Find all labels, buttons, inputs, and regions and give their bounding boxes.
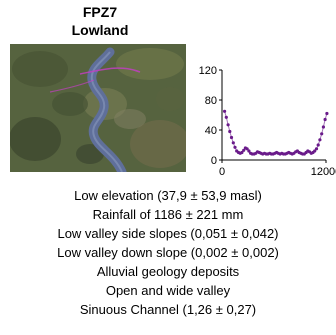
elevation-profile-chart: 0 40 80 120 0 12000 (196, 60, 336, 182)
data-point (325, 111, 329, 116)
characteristics-list: Low elevation (37,9 ± 53,9 masl) Rainfal… (0, 186, 336, 319)
x-tick-label: 0 (219, 166, 225, 178)
data-point (228, 129, 232, 134)
data-point (247, 149, 251, 153)
y-tick-label: 40 (205, 125, 217, 137)
y-tick-label: 0 (211, 155, 217, 167)
chart-svg: 0 40 80 120 0 12000 (199, 65, 336, 178)
characteristic-line: Alluvial geology deposits (96, 264, 240, 279)
zone-title: FPZ7 (82, 4, 118, 20)
satellite-photo (10, 44, 186, 172)
data-point (226, 123, 230, 127)
data-point (314, 147, 319, 151)
data-point (320, 132, 324, 136)
characteristic-line: Low valley down slope (0,002 ± 0,002) (57, 245, 279, 260)
data-point (224, 115, 228, 119)
highlight-overlay (79, 67, 141, 75)
data-point (316, 143, 320, 147)
data-point (233, 145, 237, 149)
data-point (313, 149, 317, 153)
satellite-image-drawing (10, 44, 186, 172)
x-tick-label: 12000 (311, 166, 336, 178)
data-point (321, 125, 325, 129)
data-point (318, 138, 322, 142)
characteristic-line: Low elevation (37,9 ± 53,9 masl) (74, 188, 262, 203)
characteristic-line: Open and wide valley (105, 283, 231, 298)
data-point (323, 117, 327, 122)
characteristic-line: Sinuous Channel (1,26 ± 0,27) (79, 302, 257, 317)
series-line (224, 111, 328, 155)
zone-type: Lowland (71, 22, 129, 38)
data-point (242, 148, 246, 152)
y-tick-label: 80 (205, 95, 217, 107)
data-point (245, 147, 249, 151)
data-point (223, 109, 227, 113)
data-point (231, 141, 235, 145)
data-point (240, 150, 244, 155)
data-point (229, 135, 234, 140)
characteristic-line: Rainfall of 1186 ± 221 mm (92, 207, 244, 222)
characteristic-line: Low valley side slopes (0,051 ± 0,042) (57, 226, 279, 241)
y-tick-label: 120 (199, 65, 217, 77)
